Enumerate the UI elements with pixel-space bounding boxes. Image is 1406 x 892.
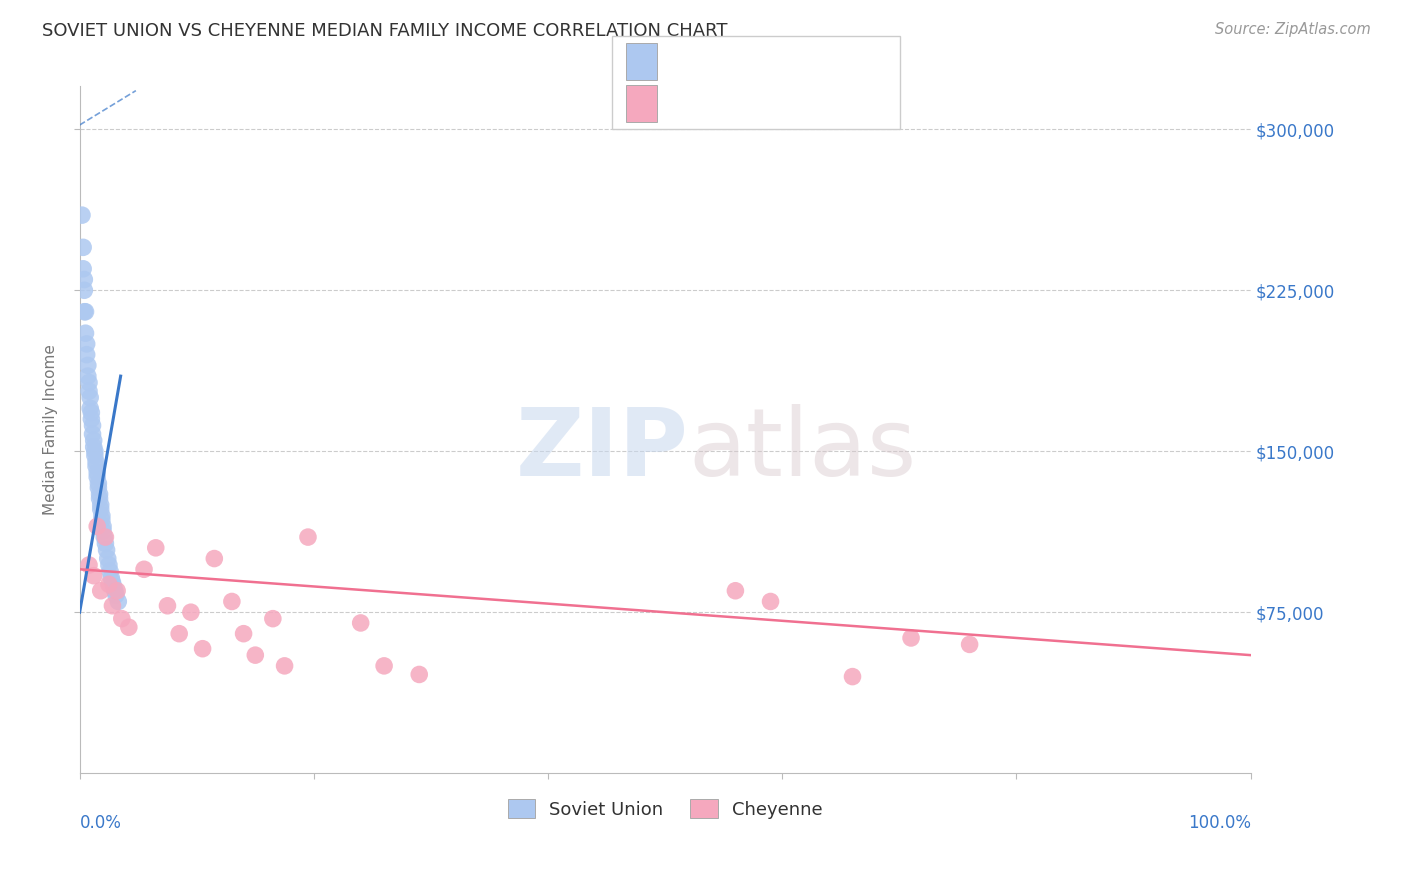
Point	[82, 427, 104, 442]
Point	[104, 583, 127, 598]
Point	[86, 470, 108, 484]
Point	[145, 541, 167, 555]
Point	[202, 551, 225, 566]
Text: atlas: atlas	[689, 404, 917, 496]
Point	[94, 536, 117, 550]
Point	[111, 612, 134, 626]
Point	[91, 524, 114, 538]
Point	[76, 369, 98, 384]
Point	[191, 641, 214, 656]
Point	[80, 406, 103, 420]
Point	[83, 449, 105, 463]
Point	[76, 359, 98, 373]
Point	[83, 434, 105, 448]
Point	[93, 530, 115, 544]
Point	[77, 558, 100, 572]
Point	[90, 583, 112, 598]
Point	[76, 348, 98, 362]
Point	[83, 440, 105, 454]
Point	[97, 558, 120, 572]
Point	[101, 575, 124, 590]
Point	[232, 626, 254, 640]
Point	[90, 513, 112, 527]
Text: Source: ZipAtlas.com: Source: ZipAtlas.com	[1215, 22, 1371, 37]
Text: 100.0%: 100.0%	[1188, 814, 1251, 832]
Point	[77, 376, 100, 390]
Point	[89, 487, 111, 501]
Point	[105, 583, 128, 598]
Point	[118, 620, 141, 634]
Point	[79, 401, 101, 416]
Point	[97, 577, 120, 591]
Point	[72, 240, 94, 254]
Point	[103, 579, 125, 593]
Point	[84, 455, 107, 469]
Point	[73, 283, 96, 297]
Point	[959, 637, 981, 651]
Point	[100, 571, 122, 585]
Point	[107, 594, 129, 608]
Point	[83, 568, 105, 582]
Point	[87, 476, 110, 491]
Point	[82, 418, 104, 433]
Point	[86, 519, 108, 533]
Point	[180, 605, 202, 619]
Point	[759, 594, 782, 608]
Point	[75, 326, 97, 341]
Point	[900, 631, 922, 645]
Point	[86, 466, 108, 480]
Point	[724, 583, 747, 598]
Point	[79, 391, 101, 405]
Point	[408, 667, 430, 681]
Text: ZIP: ZIP	[516, 404, 689, 496]
Text: R =   0.190   N = 50: R = 0.190 N = 50	[665, 45, 846, 62]
Point	[72, 261, 94, 276]
Point	[245, 648, 267, 662]
Point	[156, 599, 179, 613]
Text: R = -0.439   N =  31: R = -0.439 N = 31	[665, 83, 848, 101]
Point	[84, 459, 107, 474]
Point	[80, 412, 103, 426]
Point	[90, 502, 112, 516]
Text: SOVIET UNION VS CHEYENNE MEDIAN FAMILY INCOME CORRELATION CHART: SOVIET UNION VS CHEYENNE MEDIAN FAMILY I…	[42, 22, 728, 40]
Text: 0.0%: 0.0%	[80, 814, 121, 832]
Point	[70, 208, 93, 222]
Point	[89, 491, 111, 506]
Point	[94, 530, 117, 544]
Point	[96, 543, 118, 558]
Point	[97, 551, 120, 566]
Point	[87, 481, 110, 495]
Point	[104, 588, 127, 602]
Y-axis label: Median Family Income: Median Family Income	[44, 344, 58, 516]
Point	[73, 304, 96, 318]
Point	[297, 530, 319, 544]
Point	[373, 658, 395, 673]
Point	[90, 498, 112, 512]
Point	[262, 612, 284, 626]
Point	[841, 670, 863, 684]
Point	[98, 565, 121, 579]
Point	[91, 519, 114, 533]
Legend: Soviet Union, Cheyenne: Soviet Union, Cheyenne	[501, 792, 830, 826]
Point	[167, 626, 190, 640]
Point	[83, 444, 105, 458]
Point	[76, 337, 98, 351]
Point	[221, 594, 243, 608]
Point	[73, 272, 96, 286]
Point	[90, 508, 112, 523]
Point	[75, 304, 97, 318]
Point	[350, 615, 373, 630]
Point	[77, 384, 100, 398]
Point	[132, 562, 155, 576]
Point	[273, 658, 295, 673]
Point	[101, 599, 124, 613]
